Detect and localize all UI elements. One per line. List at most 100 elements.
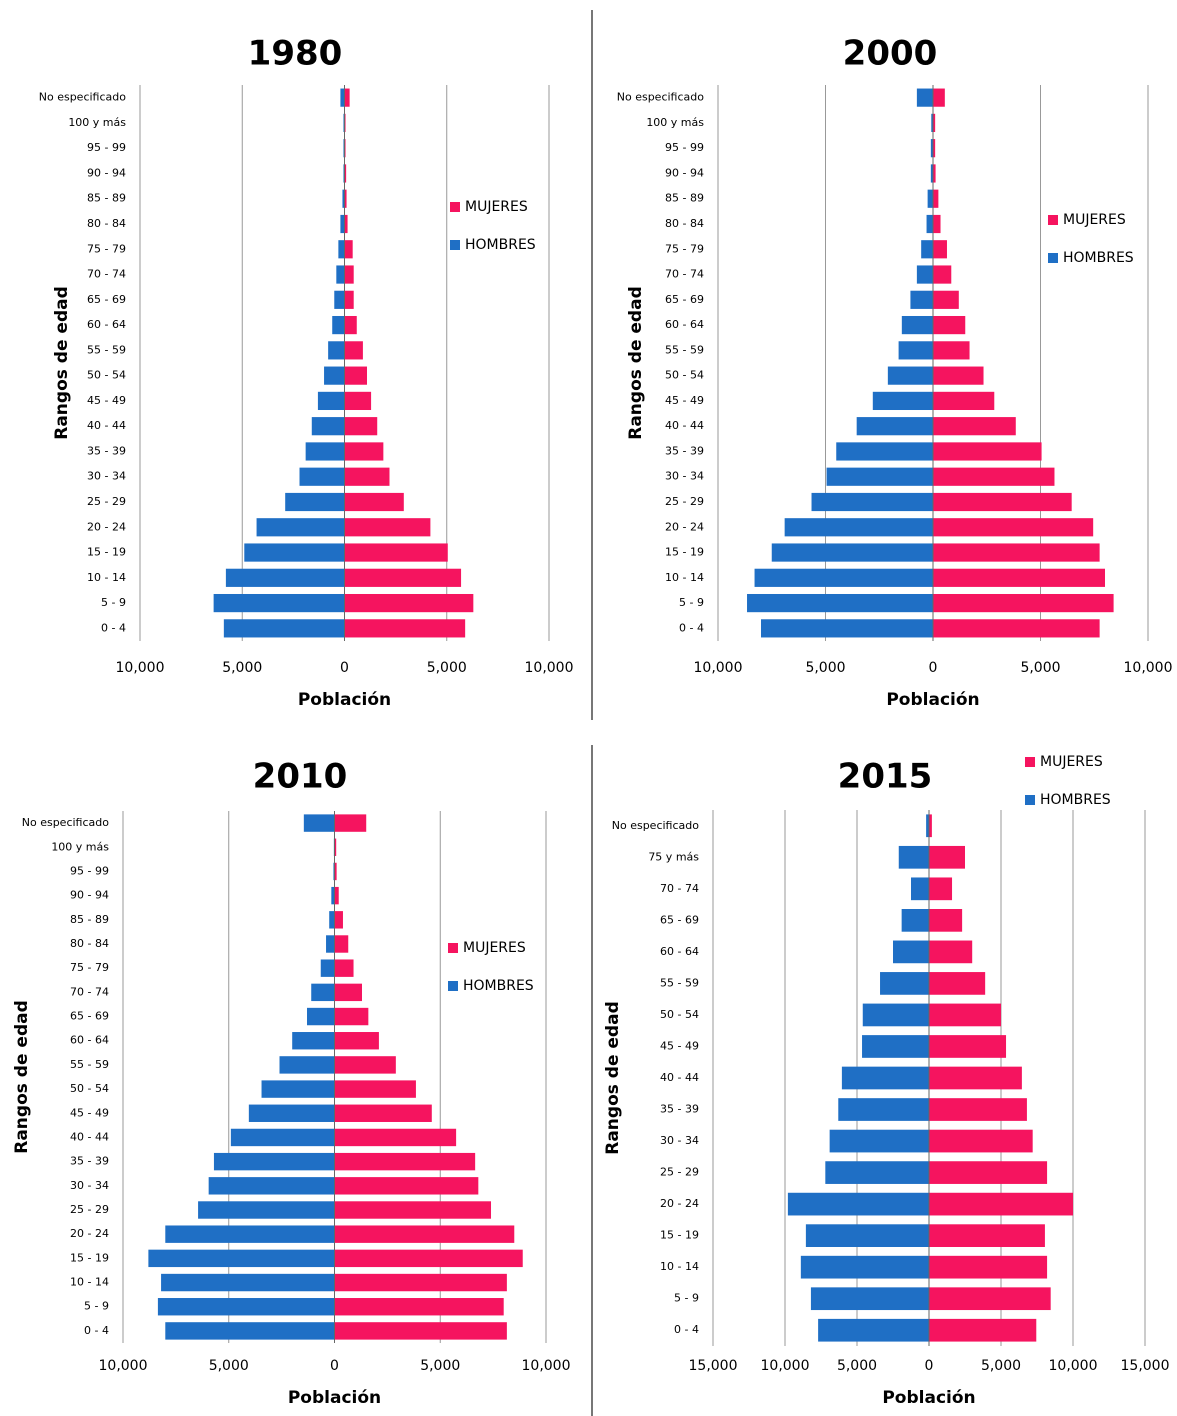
bar — [334, 290, 345, 309]
y-tick-label: 40 - 44 — [665, 419, 704, 432]
y-tick-label: 55 - 59 — [70, 1058, 109, 1071]
bar — [338, 240, 345, 259]
bar — [771, 543, 933, 562]
bar — [299, 467, 345, 486]
y-tick-label: 60 - 64 — [660, 945, 699, 958]
x-tick-label: 10,000 — [116, 660, 165, 676]
bar — [933, 619, 1100, 638]
bar — [334, 1080, 416, 1098]
y-tick-label: 15 - 19 — [70, 1251, 109, 1264]
bar — [916, 88, 933, 107]
x-tick-label: 5,000 — [981, 1358, 1021, 1374]
y-tick-label: 15 - 19 — [87, 546, 126, 559]
bar — [898, 341, 933, 360]
bar — [334, 935, 349, 953]
bar — [926, 214, 933, 234]
bar — [929, 845, 965, 869]
y-tick-label: 30 - 34 — [70, 1179, 109, 1192]
legend-label: HOMBRES — [465, 237, 536, 253]
y-tick-label: 15 - 19 — [665, 546, 704, 559]
bar — [933, 366, 984, 385]
y-tick-label: 25 - 29 — [87, 495, 126, 508]
bar — [331, 886, 335, 905]
y-tick-label: 70 - 74 — [665, 268, 704, 281]
bar — [910, 290, 933, 309]
bar — [334, 983, 362, 1002]
bar — [933, 492, 1072, 512]
y-tick-label: 85 - 89 — [665, 192, 704, 205]
bar — [929, 1318, 1037, 1342]
bar — [930, 139, 933, 158]
y-tick-label: 35 - 39 — [70, 1155, 109, 1168]
bar — [343, 139, 345, 158]
x-axis-label: Población — [886, 690, 979, 710]
bar — [311, 417, 345, 436]
bar — [810, 1287, 929, 1311]
y-tick-label: 35 - 39 — [87, 444, 126, 457]
bar — [320, 959, 335, 977]
bar — [933, 113, 936, 133]
bar — [332, 315, 345, 335]
bar — [230, 1128, 335, 1147]
y-tick-label: 95 - 99 — [665, 141, 704, 154]
legend-label: MUJERES — [465, 199, 528, 215]
y-tick-label: 20 - 24 — [70, 1227, 109, 1240]
bar — [165, 1225, 335, 1243]
legend-swatch — [1025, 757, 1035, 767]
bar — [933, 341, 970, 360]
y-tick-label: 25 - 29 — [70, 1203, 109, 1216]
bar — [761, 619, 933, 638]
y-tick-label: 5 - 9 — [84, 1300, 109, 1313]
y-tick-label: 50 - 54 — [70, 1082, 109, 1095]
y-tick-label: 55 - 59 — [660, 976, 699, 989]
y-tick-label: 25 - 29 — [665, 495, 704, 508]
bar — [893, 940, 929, 964]
bar — [261, 1080, 335, 1098]
y-tick-label: 65 - 69 — [70, 1010, 109, 1023]
bar — [929, 1066, 1022, 1090]
y-tick-label: 20 - 24 — [660, 1197, 699, 1210]
bar — [933, 265, 952, 284]
bar — [317, 391, 345, 411]
y-tick-label: 65 - 69 — [660, 913, 699, 926]
bar — [862, 1003, 929, 1027]
bar — [825, 1161, 929, 1184]
y-tick-label: 75 - 79 — [665, 242, 704, 255]
legend-swatch — [450, 202, 460, 212]
x-tick-label: 10,000 — [1049, 1358, 1098, 1374]
bar — [929, 940, 973, 964]
bar — [933, 240, 947, 259]
bar — [342, 189, 345, 208]
x-tick-label: 5,000 — [209, 1358, 249, 1374]
x-tick-label: 5,000 — [427, 660, 467, 676]
y-tick-label: 60 - 64 — [665, 318, 704, 331]
bar — [334, 814, 367, 832]
y-tick-label: 30 - 34 — [87, 470, 126, 483]
bar — [303, 814, 335, 832]
x-axis-label: Población — [298, 690, 391, 710]
bar — [933, 467, 1055, 486]
bar — [334, 838, 337, 856]
y-tick-label: 15 - 19 — [660, 1229, 699, 1242]
x-tick-label: 10,000 — [522, 1358, 571, 1374]
bar — [916, 265, 933, 284]
bar — [933, 189, 939, 208]
bar — [841, 1066, 929, 1090]
bar — [344, 366, 367, 385]
bar — [334, 1249, 523, 1268]
y-tick-label: 25 - 29 — [660, 1166, 699, 1179]
bar — [334, 862, 337, 881]
bar — [911, 877, 929, 901]
y-tick-label: 55 - 59 — [87, 343, 126, 356]
bar — [343, 113, 345, 133]
bar — [929, 814, 932, 838]
bar — [305, 442, 345, 461]
bar — [929, 1255, 1048, 1279]
bar — [344, 543, 448, 562]
y-tick-label: 85 - 89 — [70, 913, 109, 926]
bar — [279, 1056, 335, 1074]
bar — [887, 366, 933, 385]
bar — [344, 164, 347, 183]
y-tick-label: 70 - 74 — [70, 985, 109, 998]
bar — [344, 113, 346, 133]
